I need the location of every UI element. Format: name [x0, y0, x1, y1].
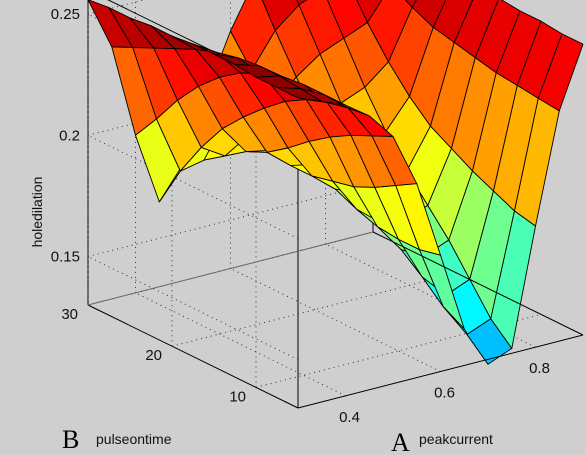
y-axis-label: pulseontime: [96, 431, 172, 447]
box-edge: [297, 334, 584, 409]
z-tick-label: 0.15: [51, 249, 80, 266]
surface-mesh: [87, 0, 584, 365]
x-axis-label: peakcurrent: [419, 431, 493, 447]
x-axis-corner-letter: A: [391, 428, 410, 455]
box-edge: [87, 304, 299, 409]
surface-patch: [404, 0, 417, 8]
x-tick-label: 0.6: [434, 385, 455, 402]
tick-labels: 0.15 0.2 0.25 10 20 30 0.4 0.6 0.8: [51, 6, 550, 426]
x-tick-label: 0.4: [339, 409, 360, 426]
box-edge: [372, 231, 584, 336]
surface-patch: [356, 0, 383, 23]
y-gridline: [171, 272, 458, 347]
y-tick-label: 20: [145, 347, 162, 364]
y-tick-label: 10: [229, 388, 246, 405]
z-gridline: [87, 183, 374, 258]
axes-box-front: [87, 231, 584, 409]
x-gridline: [230, 268, 441, 372]
box-edge: [87, 231, 374, 306]
x-tick-label: 0.8: [529, 360, 550, 377]
z-axis-label: holedilation: [29, 177, 45, 248]
surface-patch: [537, 33, 584, 112]
z-tick-label: 0.25: [51, 6, 80, 23]
y-axis-corner-letter: B: [62, 425, 79, 454]
y-tick-label: 30: [61, 306, 78, 323]
z-gridline: [87, 256, 299, 360]
surface-patch: [411, 0, 447, 28]
z-tick-label: 0.2: [59, 127, 80, 144]
x-gridline: [135, 292, 346, 397]
